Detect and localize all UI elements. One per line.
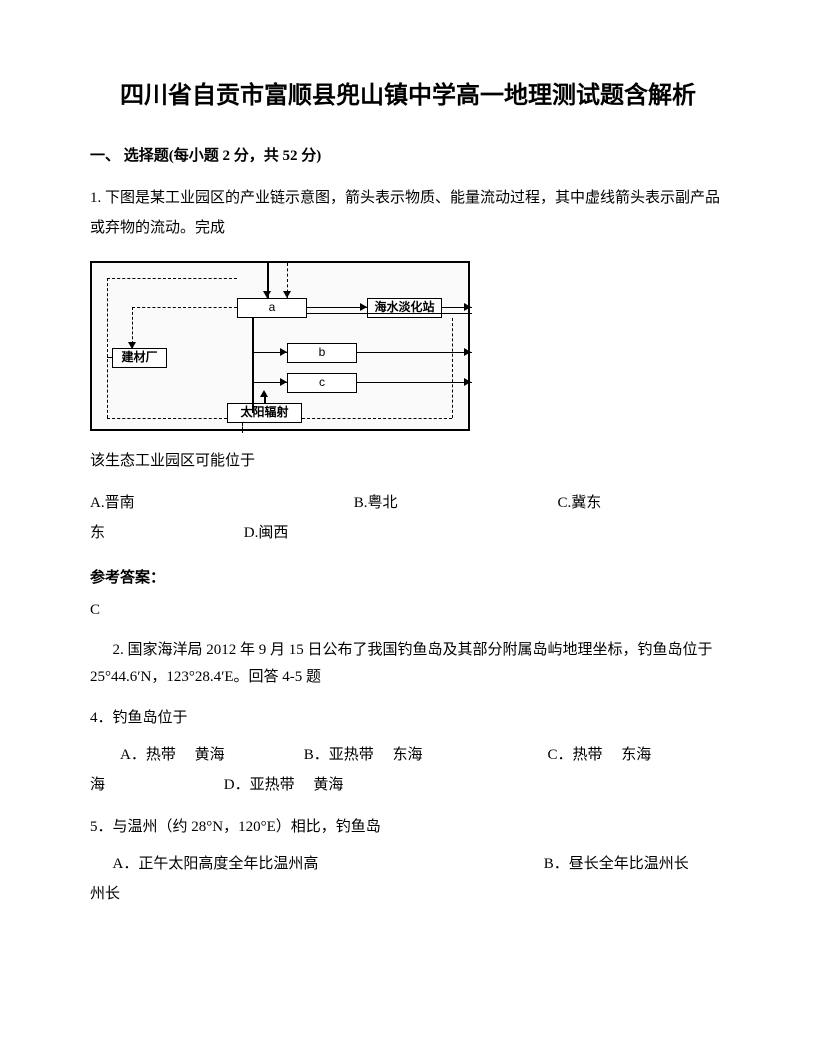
q4-option-b: B．亚热带 东海 bbox=[304, 740, 544, 770]
q4-option-a: A．热带 黄海 bbox=[90, 740, 300, 770]
option-b: B.粤北 bbox=[354, 488, 554, 518]
answer-label: 参考答案： bbox=[90, 566, 726, 590]
q4-option-c: C．热带 东海 bbox=[548, 740, 652, 770]
option-d: D.闽西 bbox=[244, 518, 289, 548]
diagram-box-c: c bbox=[287, 373, 357, 393]
diagram-box-solar: 太阳辐射 bbox=[227, 403, 302, 423]
diagram-box-building: 建材厂 bbox=[112, 348, 167, 368]
q5-option-a: A．正午太阳高度全年比温州高 bbox=[90, 849, 540, 879]
q4-options: A．热带 黄海 B．亚热带 东海 C．热带 东海 海 D．亚热带 黄海 bbox=[90, 740, 726, 800]
document-title: 四川省自贡市富顺县兜山镇中学高一地理测试题含解析 bbox=[90, 80, 726, 114]
q4-option-d: D．亚热带 黄海 bbox=[224, 770, 344, 800]
section-header: 一、 选择题(每小题 2 分，共 52 分) bbox=[90, 144, 726, 168]
option-c: C.冀东 bbox=[558, 488, 602, 518]
q1-answer: C bbox=[90, 598, 726, 622]
q5-options: A．正午太阳高度全年比温州高 B．昼长全年比温州长 州长 bbox=[90, 849, 726, 909]
q1-sub-question: 该生态工业园区可能位于 bbox=[90, 449, 726, 473]
industrial-chain-diagram: a b c 海水淡化站 建材厂 太阳辐射 bbox=[90, 261, 470, 431]
diagram-box-b: b bbox=[287, 343, 357, 363]
q5-option-b: B．昼长全年比温州长 bbox=[544, 849, 689, 879]
q5-text: 5．与温州（约 28°N，120°E）相比，钓鱼岛 bbox=[90, 815, 726, 839]
diagram-box-seawater: 海水淡化站 bbox=[367, 298, 442, 318]
q1-intro: 1. 下图是某工业园区的产业链示意图，箭头表示物质、能量流动过程，其中虚线箭头表… bbox=[90, 183, 726, 243]
q1-options: A.晋南 B.粤北 C.冀东 东 D.闽西 bbox=[90, 488, 726, 548]
q2-intro: 2. 国家海洋局 2012 年 9 月 15 日公布了我国钓鱼岛及其部分附属岛屿… bbox=[90, 637, 726, 691]
option-a: A.晋南 bbox=[90, 488, 350, 518]
q4-text: 4．钓鱼岛位于 bbox=[90, 706, 726, 730]
diagram-box-a: a bbox=[237, 298, 307, 318]
diagram-container: a b c 海水淡化站 建材厂 太阳辐射 bbox=[90, 261, 726, 431]
